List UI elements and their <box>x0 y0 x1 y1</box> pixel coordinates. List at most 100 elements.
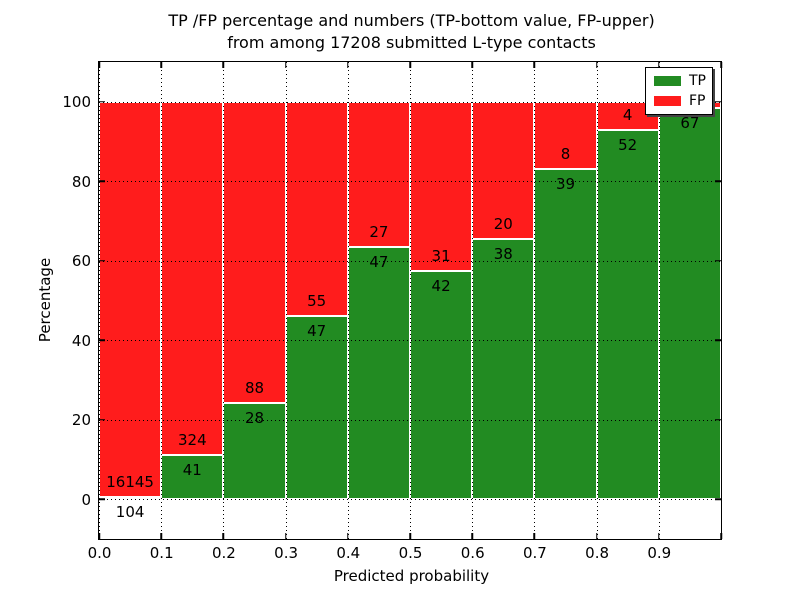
y-tick-label: 60 <box>71 252 91 271</box>
x-tick-mark-top <box>160 62 162 68</box>
vertical-gridline <box>410 62 411 539</box>
legend: TP FP <box>645 67 713 115</box>
chart-title-line1: TP /FP percentage and numbers (TP-bottom… <box>168 11 655 30</box>
y-tick-mark <box>99 180 105 182</box>
tp-count-label: 28 <box>244 409 265 428</box>
y-axis-label: Percentage <box>36 257 54 343</box>
fp-bar-segment <box>285 101 348 317</box>
tp-count-label: 42 <box>431 276 451 295</box>
tp-bar-segment <box>347 246 410 500</box>
x-axis-label: Predicted probability <box>333 567 490 585</box>
y-tick-label: 0 <box>81 490 91 509</box>
legend-row-fp: FP <box>654 93 706 109</box>
tp-bar-segment <box>658 107 721 500</box>
chart-title: TP /FP percentage and numbers (TP-bottom… <box>99 10 724 54</box>
y-tick-mark-right <box>715 260 721 262</box>
tp-count-label: 39 <box>555 175 576 194</box>
x-tick-label: 0.3 <box>274 544 299 562</box>
y-tick-mark-right <box>715 419 721 421</box>
tp-count-label: 41 <box>182 460 202 479</box>
x-tick-mark <box>98 533 100 539</box>
vertical-gridline <box>99 62 100 539</box>
vertical-gridline <box>534 62 536 539</box>
x-tick-mark <box>595 533 598 539</box>
x-tick-label: 0.6 <box>460 544 485 562</box>
y-tick-mark-right <box>715 101 721 103</box>
tp-count-label: 38 <box>493 244 513 263</box>
x-tick-mark <box>222 533 225 539</box>
y-tick-label: 80 <box>71 172 91 191</box>
x-tick-label: 0.5 <box>398 544 423 562</box>
chart-title-line2: from among 17208 submitted L-type contac… <box>227 33 596 52</box>
fp-count-label: 31 <box>431 246 451 265</box>
tp-bar-segment <box>534 169 597 500</box>
fp-count-label: 324 <box>177 430 207 449</box>
plot-area: 1614510432441882855472747314220388394521… <box>98 61 722 540</box>
tp-bar-segment <box>472 238 535 500</box>
fp-count-label: 27 <box>369 222 389 241</box>
x-tick-mark <box>347 533 349 539</box>
fp-count-label: 88 <box>244 379 265 398</box>
legend-tp-label: TP <box>689 73 706 89</box>
tp-count-label: 47 <box>369 252 389 271</box>
vertical-gridline <box>161 62 163 539</box>
vertical-gridline <box>347 62 349 539</box>
x-tick-label: 0.9 <box>647 544 672 562</box>
tp-count-label: 52 <box>618 136 638 155</box>
y-tick-mark-right <box>715 498 721 500</box>
fp-bar-segment <box>223 101 286 404</box>
tp-bar-segment <box>161 454 224 500</box>
x-tick-mark-top <box>98 62 100 68</box>
tp-count-label: 47 <box>307 322 327 341</box>
y-tick-label: 100 <box>62 93 91 112</box>
vertical-gridline <box>223 62 225 539</box>
y-tick-mark <box>99 419 105 421</box>
x-tick-mark-top <box>533 62 536 68</box>
y-tick-mark <box>99 498 105 500</box>
x-tick-mark <box>409 533 411 539</box>
x-tick-mark-top <box>347 62 349 68</box>
x-tick-label: 0.7 <box>522 544 547 562</box>
fp-bar-segment <box>472 101 535 239</box>
y-tick-mark-right <box>715 339 721 341</box>
y-tick-mark <box>99 260 105 262</box>
vertical-gridline <box>596 62 598 539</box>
y-tick-mark-right <box>715 180 721 182</box>
x-tick-mark <box>284 533 287 539</box>
legend-row-tp: TP <box>654 73 706 89</box>
legend-fp-swatch-icon <box>654 96 681 106</box>
fp-count-label: 55 <box>307 292 327 311</box>
tp-bar-segment <box>410 270 473 500</box>
x-tick-label: 0.8 <box>585 544 610 562</box>
x-tick-mark-top <box>284 62 287 68</box>
x-tick-label: 0.2 <box>211 544 236 562</box>
x-tick-mark-top <box>595 62 598 68</box>
fp-bar-segment <box>99 101 162 497</box>
tp-count-label: 104 <box>115 502 145 521</box>
x-tick-label: 0.1 <box>149 544 174 562</box>
x-tick-mark-top <box>658 62 660 68</box>
x-tick-mark <box>533 533 536 539</box>
x-tick-label: 0.0 <box>87 544 112 562</box>
vertical-gridline <box>658 62 660 539</box>
y-tick-label: 40 <box>71 331 91 350</box>
y-tick-mark <box>99 339 105 341</box>
fp-bar-segment <box>161 101 224 455</box>
tp-bar-segment <box>285 316 348 500</box>
vertical-gridline <box>285 62 287 539</box>
y-tick-label: 20 <box>71 411 91 430</box>
tp-count-label: 67 <box>680 113 700 132</box>
x-tick-mark-top <box>720 62 722 68</box>
fp-count-label: 16145 <box>106 472 154 491</box>
fp-count-label: 20 <box>493 214 513 233</box>
legend-tp-swatch-icon <box>654 76 681 86</box>
x-tick-mark-top <box>222 62 225 68</box>
x-tick-mark-top <box>409 62 411 68</box>
legend-fp-label: FP <box>689 93 706 109</box>
vertical-gridline <box>472 62 474 539</box>
fp-count-label: 4 <box>622 106 633 125</box>
x-tick-mark <box>720 533 722 539</box>
tp-bar-segment <box>596 130 659 500</box>
y-tick-mark <box>99 101 105 103</box>
